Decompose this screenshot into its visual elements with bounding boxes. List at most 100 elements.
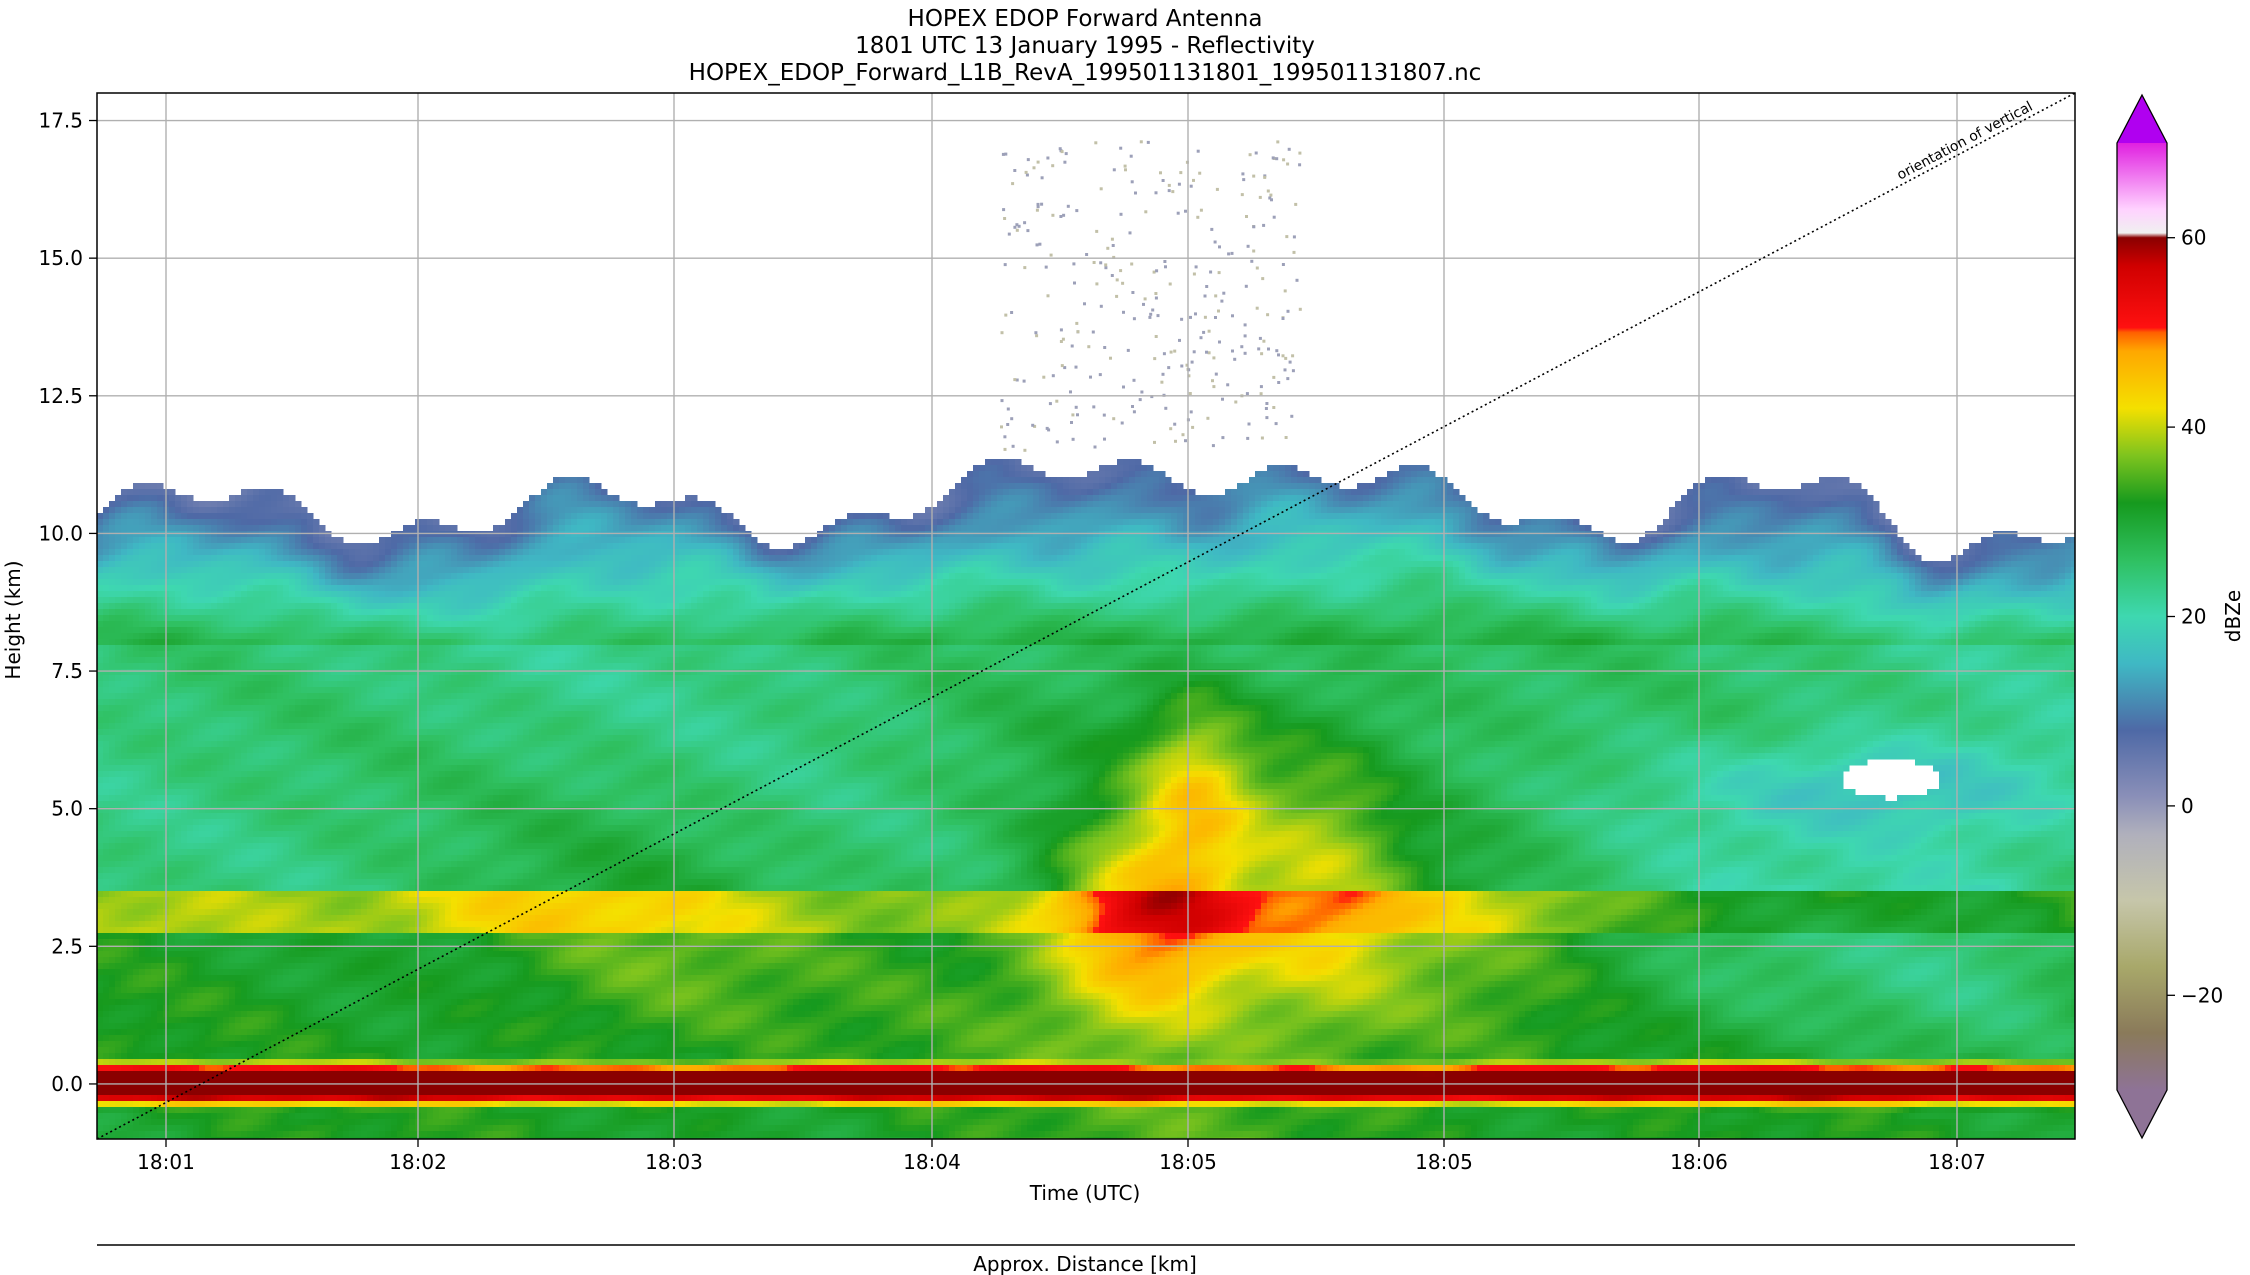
heatmap-cell bbox=[139, 861, 146, 868]
heatmap-cell bbox=[115, 1071, 122, 1078]
heatmap-cell bbox=[223, 669, 230, 676]
heatmap-cell bbox=[253, 783, 260, 790]
heatmap-cell bbox=[349, 963, 356, 970]
heatmap-cell bbox=[139, 669, 146, 676]
heatmap-cell bbox=[217, 507, 224, 514]
heatmap-cell bbox=[355, 1077, 362, 1084]
heatmap-cell bbox=[199, 741, 206, 748]
heatmap-cell bbox=[247, 693, 254, 700]
heatmap-cell bbox=[313, 867, 320, 874]
heatmap-cell bbox=[223, 591, 230, 598]
heatmap-cell bbox=[289, 537, 296, 544]
heatmap-cell bbox=[355, 675, 362, 682]
heatmap-cell bbox=[235, 603, 242, 610]
heatmap-cell bbox=[199, 915, 206, 922]
heatmap-cell bbox=[319, 675, 326, 682]
heatmap-cell bbox=[181, 549, 188, 556]
heatmap-cell bbox=[187, 1065, 194, 1072]
heatmap-cell bbox=[247, 621, 254, 628]
heatmap-cell bbox=[367, 981, 374, 988]
heatmap-cell bbox=[343, 681, 350, 688]
heatmap-cell bbox=[133, 1077, 140, 1084]
heatmap-cell bbox=[181, 963, 188, 970]
heatmap-cell bbox=[283, 567, 290, 574]
heatmap-cell bbox=[145, 885, 152, 892]
heatmap-cell bbox=[217, 921, 224, 928]
heatmap-cell bbox=[115, 549, 122, 556]
heatmap-cell bbox=[265, 1113, 272, 1120]
heatmap-cell bbox=[157, 987, 164, 994]
heatmap-cell bbox=[145, 807, 152, 814]
heatmap-cell bbox=[289, 993, 296, 1000]
heatmap-cell bbox=[295, 627, 302, 634]
heatmap-cell bbox=[295, 927, 302, 934]
heatmap-cell bbox=[223, 849, 230, 856]
heatmap-cell bbox=[331, 1041, 338, 1048]
heatmap-cell bbox=[289, 699, 296, 706]
heatmap-cell bbox=[355, 1023, 362, 1030]
heatmap-cell bbox=[223, 687, 230, 694]
heatmap-cell bbox=[373, 783, 380, 790]
heatmap-cell bbox=[367, 771, 374, 778]
heatmap-cell bbox=[325, 1071, 332, 1078]
heatmap-cell bbox=[373, 1077, 380, 1084]
heatmap-cell bbox=[259, 585, 266, 592]
heatmap-cell bbox=[283, 777, 290, 784]
heatmap-cell bbox=[307, 825, 314, 832]
heatmap-cell bbox=[337, 747, 344, 754]
heatmap-cell bbox=[145, 735, 152, 742]
heatmap-cell bbox=[187, 831, 194, 838]
heatmap-cell bbox=[175, 981, 182, 988]
heatmap-cell bbox=[361, 921, 368, 928]
heatmap-cell bbox=[271, 543, 278, 550]
heatmap-cell bbox=[229, 1131, 236, 1138]
heatmap-cell bbox=[181, 927, 188, 934]
heatmap-cell bbox=[259, 525, 266, 532]
heatmap-cell bbox=[373, 711, 380, 718]
heatmap-cell bbox=[343, 927, 350, 934]
heatmap-cell bbox=[367, 795, 374, 802]
heatmap-cell bbox=[265, 585, 272, 592]
heatmap-cell bbox=[247, 585, 254, 592]
heatmap-cell bbox=[271, 729, 278, 736]
heatmap-cell bbox=[325, 969, 332, 976]
heatmap-cell bbox=[175, 1011, 182, 1018]
heatmap-cell bbox=[331, 795, 338, 802]
heatmap-cell bbox=[313, 759, 320, 766]
heatmap-cell bbox=[187, 1113, 194, 1120]
heatmap-cell bbox=[247, 855, 254, 862]
heatmap-cell bbox=[205, 1101, 212, 1108]
heatmap-cell bbox=[205, 843, 212, 850]
heatmap-cell bbox=[295, 753, 302, 760]
heatmap-cell bbox=[193, 801, 200, 808]
heatmap-cell bbox=[181, 1011, 188, 1018]
heatmap-cell bbox=[127, 507, 134, 514]
heatmap-cell bbox=[265, 897, 272, 904]
heatmap-cell bbox=[211, 645, 218, 652]
heatmap-cell bbox=[193, 555, 200, 562]
heatmap-cell bbox=[109, 849, 116, 856]
heatmap-cell bbox=[283, 651, 290, 658]
heatmap-cell bbox=[133, 777, 140, 784]
heatmap-cell bbox=[313, 1047, 320, 1054]
heatmap-cell bbox=[199, 729, 206, 736]
heatmap-cell bbox=[271, 993, 278, 1000]
heatmap-cell bbox=[181, 1071, 188, 1078]
heatmap-cell bbox=[187, 579, 194, 586]
heatmap-cell bbox=[289, 525, 296, 532]
heatmap-cell bbox=[103, 987, 110, 994]
heatmap-cell bbox=[295, 825, 302, 832]
heatmap-cell bbox=[361, 675, 368, 682]
heatmap-cell bbox=[259, 987, 266, 994]
heatmap-cell bbox=[133, 705, 140, 712]
heatmap-cell bbox=[151, 723, 158, 730]
heatmap-cell bbox=[223, 1023, 230, 1030]
heatmap-cell bbox=[361, 663, 368, 670]
heatmap-cell bbox=[265, 969, 272, 976]
heatmap-cell bbox=[337, 579, 344, 586]
heatmap-cell bbox=[325, 1023, 332, 1030]
heatmap-cell bbox=[289, 915, 296, 922]
heatmap-cell bbox=[313, 735, 320, 742]
heatmap-cell bbox=[217, 963, 224, 970]
heatmap-cell bbox=[253, 933, 260, 940]
